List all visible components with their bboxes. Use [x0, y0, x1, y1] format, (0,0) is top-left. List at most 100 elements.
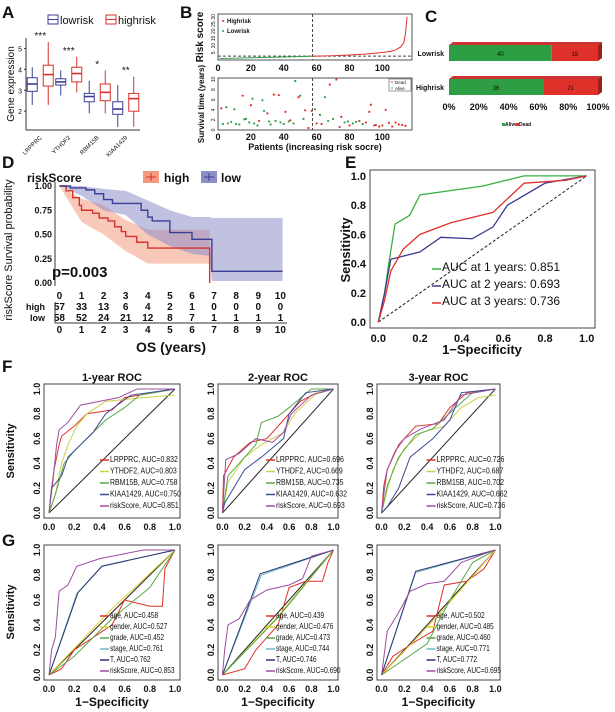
legend-label: low — [221, 171, 242, 185]
x-tick-label: 6 — [189, 291, 195, 302]
survival-point-dead — [391, 125, 394, 128]
legend-marker-highrisk — [222, 20, 224, 22]
legend-label: grade, AUC=0.460 — [437, 632, 491, 642]
y-axis-label: Gene expression — [6, 46, 17, 122]
diagonal-reference — [222, 549, 334, 676]
survival-point-alive — [238, 123, 241, 126]
y-tick-label: 0.8 — [32, 569, 42, 582]
bar-segment-dead — [543, 79, 598, 95]
survival-point-alive — [327, 119, 330, 123]
legend-label: YTHDF2, AUC=0.803 — [110, 466, 177, 476]
x-tick-label: 0.0 — [216, 684, 229, 694]
x-tick-label: 0.6 — [118, 684, 131, 694]
x-tick-label: 0.2 — [68, 684, 81, 694]
legend-label: RBM15B, AUC=0.702 — [437, 477, 505, 487]
survival-point-dead — [328, 83, 331, 86]
at-risk-high: 0 — [211, 302, 217, 313]
x-tick-label: 80% — [559, 102, 577, 112]
survival-point-dead — [358, 119, 361, 123]
legend-label: riskScore, AUC=0.853 — [110, 665, 175, 675]
y-tick-label: 5 — [211, 51, 217, 54]
x-tick-label: 0.4 — [261, 522, 274, 532]
legend-swatch-alive — [502, 123, 505, 126]
x-tick-label: 0.4 — [93, 684, 106, 694]
x-tick-label: 0 — [215, 63, 220, 73]
survival-point-alive — [226, 122, 229, 125]
x-axis-label: 1−Specificity — [241, 695, 315, 709]
survival-point-dead — [374, 123, 377, 127]
survival-point-dead — [266, 112, 269, 115]
x-tick-label: 100% — [586, 102, 609, 112]
panel-label: C — [425, 7, 437, 26]
x-tick-label: 4 — [145, 291, 151, 302]
legend-label: grade, AUC=0.473 — [276, 632, 330, 642]
at-risk-low: 58 — [54, 313, 66, 324]
box-lowrisk — [83, 92, 95, 103]
survival-point-alive — [261, 99, 264, 102]
y-tick-label: 0.6 — [32, 432, 42, 445]
roc-curve — [381, 549, 496, 676]
legend-label: lowrisk — [60, 15, 94, 27]
at-risk-low: 1 — [278, 313, 284, 324]
category-label: Lowrisk — [418, 51, 445, 58]
survival-point-dead — [404, 124, 407, 128]
legend-title: riskScore — [27, 171, 82, 185]
legend-label: riskScore, AUC=0.851 — [110, 500, 179, 510]
x-tick-label: 9 — [255, 291, 261, 302]
survival-point-dead — [320, 122, 323, 126]
survival-point-alive — [269, 123, 272, 126]
roc-curve — [48, 388, 175, 514]
y-tick-label: 0.25 — [34, 254, 52, 264]
survival-point-dead — [364, 121, 368, 124]
at-risk-row-label-low: low — [30, 313, 46, 323]
y-tick-label: 0.6 — [206, 594, 216, 607]
legend-label: grade, AUC=0.452 — [110, 632, 164, 642]
legend-label: T, AUC=0.762 — [110, 654, 151, 664]
roc-curve — [222, 549, 335, 676]
x-tick-label: 60 — [312, 63, 322, 73]
x-tick-label: 5 — [167, 325, 173, 336]
x-tick-label: RBM15B — [79, 135, 100, 156]
y-tick-label: 1.0 — [32, 544, 42, 557]
x-tick-label: 0.2 — [398, 522, 411, 532]
survival-point-dead — [297, 96, 300, 99]
y-tick-label: 0.4 — [351, 259, 367, 271]
box-highrisk — [128, 92, 140, 112]
survival-legend — [388, 78, 412, 92]
y-axis-label: Sensitivity — [5, 423, 17, 479]
roc-curve — [377, 175, 587, 323]
survival-point-alive — [274, 119, 277, 123]
panel-label: B — [180, 3, 192, 22]
x-tick-label: 1.0 — [169, 522, 182, 532]
legend-label: KIAA1429, AUC=0.662 — [437, 489, 508, 499]
y-tick-label: 6 — [211, 98, 217, 101]
survival-point-alive — [287, 120, 290, 123]
legend-label: highrisk — [118, 15, 156, 27]
roc-curve — [48, 549, 175, 676]
y-tick-label: 10 — [211, 77, 217, 83]
y-tick-label: 0.0 — [206, 669, 216, 682]
y-tick-label: 0.4 — [32, 457, 42, 470]
y-tick-label: 0.8 — [365, 408, 375, 421]
y-axis-label: Risk score — [195, 11, 206, 62]
survival-point-alive — [318, 113, 322, 116]
x-tick-label: 0.2 — [238, 684, 251, 694]
legend-label: RBM15B, AUC=0.735 — [276, 477, 344, 487]
survival-point-dead — [368, 110, 371, 113]
y-tick-label: 15 — [211, 35, 217, 41]
at-risk-high: 0 — [233, 302, 239, 313]
survival-point-alive — [294, 79, 297, 83]
y-tick-label: 0.50 — [34, 230, 52, 240]
confidence-band-low — [59, 186, 283, 282]
legend-label: Lowrisk — [227, 29, 250, 35]
diagonal-reference — [381, 388, 496, 514]
bar-3d-top — [449, 76, 602, 79]
x-tick-label: 1 — [79, 325, 85, 336]
x-tick-label: 1.0 — [327, 684, 340, 694]
legend-label: LRPPRC, AUC=0.726 — [437, 454, 505, 464]
legend-label: stage, AUC=0.744 — [276, 643, 329, 653]
survival-point-dead — [310, 109, 313, 112]
survival-point-alive — [279, 121, 282, 124]
survival-point-dead — [335, 78, 338, 81]
roc-curve — [381, 388, 496, 514]
